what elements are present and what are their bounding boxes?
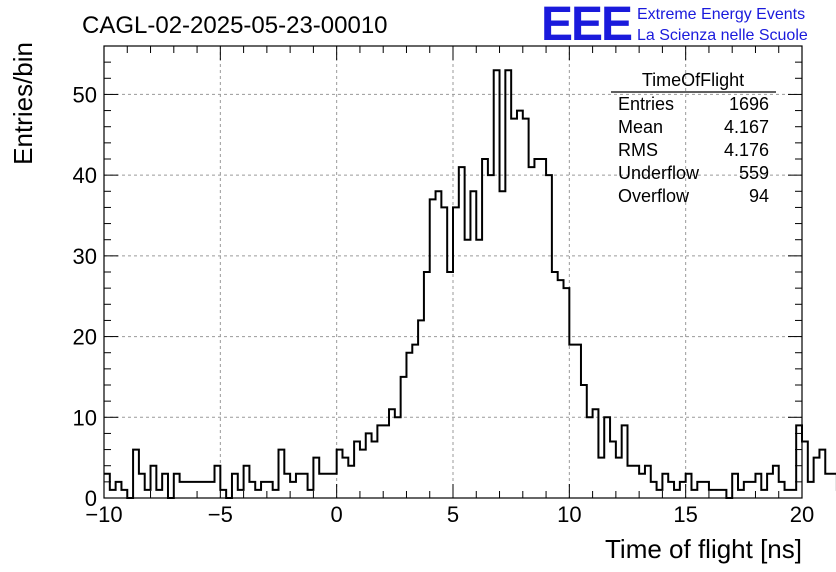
y-axis-title: Entries/bin [8,42,38,165]
stats-box: TimeOfFlight Entries 1696 Mean 4.167 RMS 4.17… [611,70,776,206]
histogram-line [104,69,836,499]
y-tick-label: 20 [73,325,97,350]
stats-label: Underflow [618,163,700,183]
stats-value: 94 [749,186,769,206]
y-tick-label: 50 [73,82,97,107]
y-tick-label: 30 [73,244,97,269]
x-tick-label: 5 [447,502,459,527]
stats-label: Entries [618,94,674,114]
axis-ticks [103,45,803,499]
x-axis-title: Time of flight [ns] [605,534,802,564]
y-tick-labels: 0 10 20 30 40 50 [73,82,97,511]
x-tick-labels: −10 −5 0 5 10 15 20 [85,502,814,527]
stats-value: 559 [739,163,769,183]
run-title: CAGL-02-2025-05-23-00010 [82,12,388,39]
x-tick-label: 10 [557,502,581,527]
stats-label: Overflow [618,186,690,206]
stats-box-title: TimeOfFlight [642,70,744,90]
eee-logo: EEE Extreme Energy Events La Scienza nel… [541,0,808,51]
y-tick-label: 40 [73,163,97,188]
stats-rows: Entries 1696 Mean 4.167 RMS 4.176 Underflow 559… [618,94,769,206]
stats-value: 1696 [729,94,769,114]
stats-label: Mean [618,117,663,137]
y-tick-label: 10 [73,405,97,430]
stats-value: 4.167 [724,117,769,137]
logo-letters: EEE [541,0,632,51]
x-tick-label: −5 [208,502,233,527]
x-tick-label: −10 [85,502,122,527]
logo-line-1: Extreme Energy Events [637,6,805,23]
x-tick-label: 20 [790,502,814,527]
stats-value: 4.176 [724,140,769,160]
x-tick-label: 0 [331,502,343,527]
stats-label: RMS [618,140,658,160]
x-tick-label: 15 [673,502,697,527]
y-tick-label: 0 [85,486,97,511]
logo-line-2: La Scienza nelle Scuole [637,27,808,44]
